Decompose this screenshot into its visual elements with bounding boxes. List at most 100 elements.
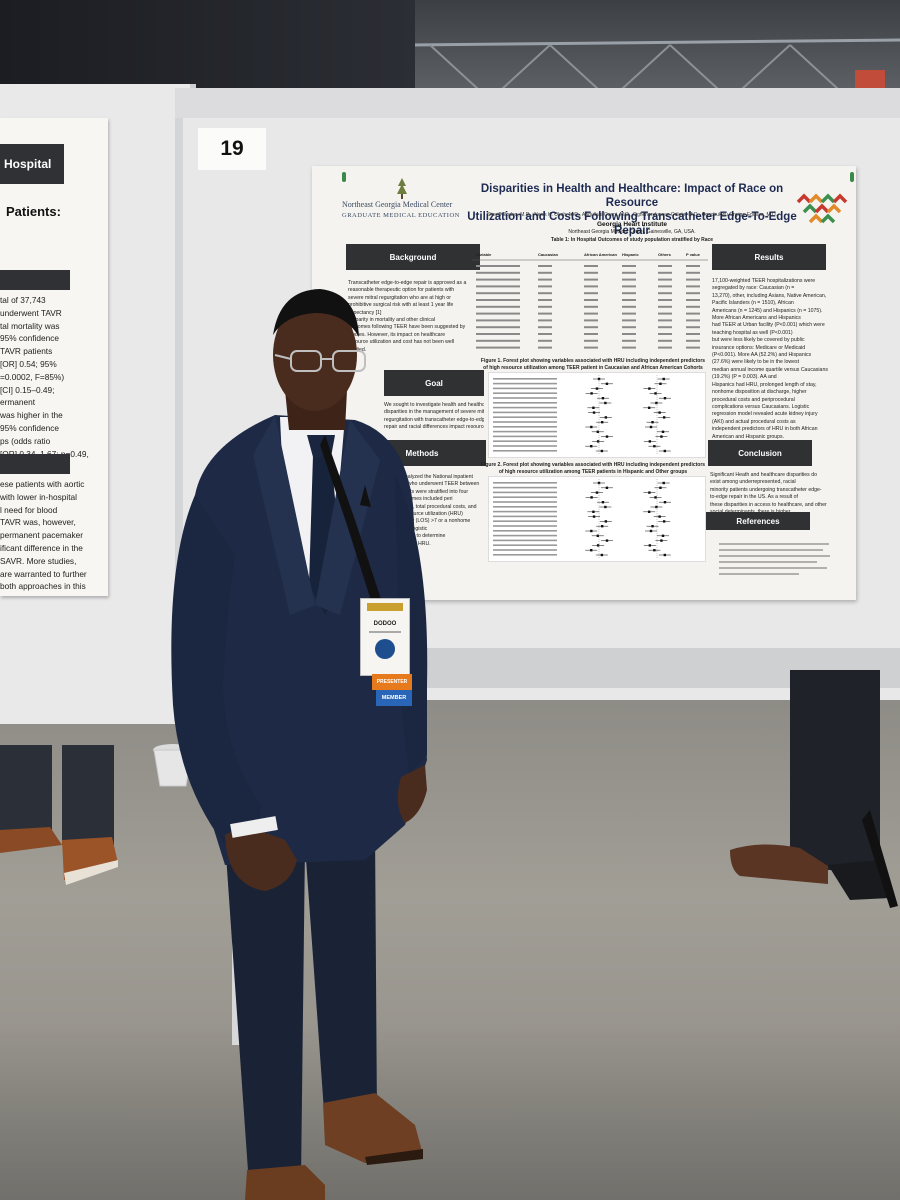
left-person-legs xyxy=(0,745,118,885)
forest-label xyxy=(493,501,557,503)
results-text-line: insurance options: Medicare or Medicaid xyxy=(712,344,806,351)
table-cell xyxy=(658,305,672,308)
table-cell xyxy=(622,319,636,322)
table-header-cell: P value xyxy=(686,252,701,257)
forest-point xyxy=(600,449,604,453)
forest-label xyxy=(493,510,557,513)
forest-point xyxy=(661,534,665,537)
forest-point xyxy=(662,416,666,419)
green-pin xyxy=(850,172,854,182)
table-cell xyxy=(538,278,552,281)
table-cell xyxy=(658,339,672,342)
left-poster-text-line: SAVR. More studies, xyxy=(0,555,77,566)
left-poster-text-line: with lower in-hospital xyxy=(0,491,78,502)
forest-point xyxy=(604,520,608,523)
poster-location: Northeast Georgia Medical Center, Gaines… xyxy=(568,229,696,235)
left-poster-text-line: tal mortality was xyxy=(0,320,60,331)
forest-point xyxy=(596,534,600,537)
table-cell xyxy=(658,312,672,315)
presenter-person xyxy=(171,289,428,1200)
forest-point xyxy=(605,382,609,385)
forest-point xyxy=(663,449,667,453)
forest-label xyxy=(493,430,557,433)
table-cell xyxy=(476,292,520,295)
table-cell xyxy=(622,292,636,295)
badge-card: DODOO xyxy=(360,598,410,676)
forest-point xyxy=(592,411,596,414)
left-poster-text-line: permanent pacemaker xyxy=(0,530,84,541)
forest-point xyxy=(663,397,667,400)
background-text-line: resource utilization and cost has not be… xyxy=(348,339,455,346)
forest-point xyxy=(592,406,595,409)
board-number: 19 xyxy=(198,128,266,170)
forest-point xyxy=(605,435,609,438)
forest-point xyxy=(662,481,665,485)
results-text-line: procedural costs and periprocedural xyxy=(712,396,795,403)
table-cell xyxy=(584,305,598,308)
figure-1-title: Figure 1. Forest plot showing variables … xyxy=(480,358,706,371)
section-goal: Goal xyxy=(384,370,484,396)
table-header-cell: Variable xyxy=(476,252,492,257)
table-cell xyxy=(476,305,520,308)
background-text-line: prohibitive surgical risk with at least … xyxy=(348,302,454,309)
left-poster-text-line: are warranted to further xyxy=(0,568,87,579)
table-cell xyxy=(476,278,520,281)
forest-point xyxy=(654,392,657,395)
table-cell xyxy=(686,292,700,295)
forest-point xyxy=(605,486,609,489)
forest-point xyxy=(648,491,651,494)
left-poster-text-line: [CI] 0.15–0.49; xyxy=(0,384,55,395)
results-text-line: nonhome disposition at discharge, higher xyxy=(712,389,807,396)
forest-point xyxy=(659,382,662,385)
results-text-line: Pacific Islanders (n = 1510), African xyxy=(712,300,794,307)
goal-text-line: disparities in the management of severe … xyxy=(384,409,484,416)
background-text: Transcatheter edge-to-edge repair is app… xyxy=(348,280,478,354)
results-text-line: More African Americans and Hispanics xyxy=(712,315,801,322)
table-cell xyxy=(584,278,598,281)
left-poster-text-line: ermanent xyxy=(0,397,36,408)
forest-label xyxy=(493,515,557,518)
table-cell xyxy=(538,292,552,295)
forest-point xyxy=(601,501,605,504)
table-cell xyxy=(476,312,520,315)
left-poster-text-2: ese patients with aortic with lower in-ho… xyxy=(0,478,106,593)
left-poster-text-line: ificant difference in the xyxy=(0,542,83,553)
results-text-line: had TEER at Urban facility (P<0.001) whi… xyxy=(712,322,825,329)
forest-point xyxy=(647,406,651,409)
table-cell xyxy=(584,265,598,267)
forest-plot-1 xyxy=(488,372,706,458)
background-text-line: Transcatheter edge-to-edge repair is app… xyxy=(348,280,467,286)
table-cell xyxy=(658,346,672,349)
table-cell xyxy=(622,299,636,301)
forest-point xyxy=(590,392,593,395)
forest-point xyxy=(648,387,651,390)
conclusion-text-line: Significant Heath and healthcare dispari… xyxy=(710,472,817,478)
forest-point xyxy=(600,421,604,424)
table-cell xyxy=(686,346,700,349)
forest-label xyxy=(493,435,557,438)
badge-header-stripe xyxy=(367,603,403,611)
forest-label xyxy=(493,426,557,428)
forest-label xyxy=(493,382,557,385)
table-cell xyxy=(658,271,672,274)
poster-title-line-2: Utilization and Costs Following Transcat… xyxy=(467,211,797,237)
left-poster-text-line: ps (odds ratio xyxy=(0,435,51,446)
badge-ribbon-member: MEMBER xyxy=(376,690,412,706)
left-poster-text-line: [OR] 0.54; 95% xyxy=(0,358,57,369)
table-cell xyxy=(622,312,636,315)
table-cell xyxy=(622,271,636,274)
table-cell xyxy=(538,333,552,335)
badge-name: DODOO xyxy=(373,621,397,627)
outcomes-table: Variable Caucasian African American Hispani… xyxy=(472,252,708,349)
table-cell xyxy=(686,339,700,342)
table-cell xyxy=(622,278,636,281)
table-cell xyxy=(538,271,552,274)
results-text-line: median annual income quartile versus Cau… xyxy=(712,366,828,373)
badge-emblem-icon xyxy=(375,639,395,659)
forest-label xyxy=(493,406,557,409)
forest-label xyxy=(493,530,557,532)
table-cell xyxy=(476,299,520,301)
badge-ribbon-presenter: PRESENTER xyxy=(372,674,412,690)
poster-institute: Georgia Heart Institute xyxy=(596,221,668,228)
forest-label xyxy=(493,549,557,551)
